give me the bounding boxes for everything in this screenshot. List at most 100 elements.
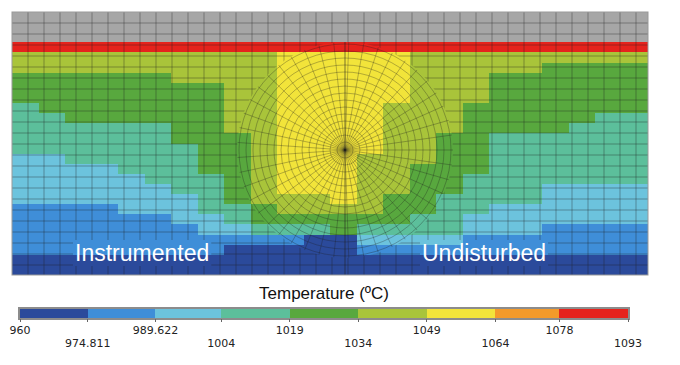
cell <box>622 174 649 185</box>
cell <box>330 214 357 225</box>
cell <box>622 133 649 144</box>
mesh-line <box>556 12 557 275</box>
mesh-spoke <box>291 150 345 244</box>
cell <box>39 235 66 246</box>
cell <box>171 83 198 94</box>
cell <box>198 12 225 23</box>
cell <box>489 12 516 23</box>
cell <box>622 22 649 33</box>
mesh-line <box>412 12 413 275</box>
cell <box>251 52 278 63</box>
cell <box>622 265 649 275</box>
cell <box>65 133 92 144</box>
cell <box>489 123 516 134</box>
cell <box>330 235 357 246</box>
cell <box>622 255 649 266</box>
cell <box>171 265 198 275</box>
cell <box>330 12 357 23</box>
cell <box>92 164 119 175</box>
cell <box>251 235 278 246</box>
cell <box>39 52 66 63</box>
cell <box>410 174 437 185</box>
cell <box>516 164 543 175</box>
cell <box>224 144 251 155</box>
cell <box>171 144 198 155</box>
cell <box>65 214 92 225</box>
cell <box>542 164 569 175</box>
cell <box>330 63 357 74</box>
cell <box>516 174 543 185</box>
cell <box>542 42 569 53</box>
cell <box>595 103 622 114</box>
cell <box>516 42 543 53</box>
cell <box>198 83 225 94</box>
cell <box>542 83 569 94</box>
cell <box>436 144 463 155</box>
cell <box>489 52 516 63</box>
cell <box>251 255 278 266</box>
cell <box>357 22 384 33</box>
cell <box>542 184 569 195</box>
mesh-spoke <box>345 135 452 150</box>
cell <box>65 174 92 185</box>
cell <box>489 144 516 155</box>
cell <box>542 133 569 144</box>
cell <box>12 103 39 114</box>
cell <box>436 194 463 205</box>
cell <box>171 174 198 185</box>
cell <box>39 255 66 266</box>
cell <box>12 235 39 246</box>
cell <box>489 22 516 33</box>
mesh-spoke <box>345 93 437 150</box>
cell <box>171 133 198 144</box>
cell <box>198 184 225 195</box>
mesh-line <box>220 12 221 275</box>
cell <box>542 22 569 33</box>
mesh-line <box>12 56 648 57</box>
cell <box>118 42 145 53</box>
cell <box>171 164 198 175</box>
cell <box>12 255 39 266</box>
cell <box>330 265 357 275</box>
cell <box>171 194 198 205</box>
cell <box>569 184 596 195</box>
cell <box>622 123 649 134</box>
cell <box>198 224 225 235</box>
annotation: Undisturbed <box>422 240 546 266</box>
cell <box>516 22 543 33</box>
cell <box>12 224 39 235</box>
cell <box>224 224 251 235</box>
cell <box>92 42 119 53</box>
cell <box>118 184 145 195</box>
cell <box>569 12 596 23</box>
mesh-line <box>12 111 648 112</box>
cell <box>145 12 172 23</box>
cell <box>330 22 357 33</box>
colorbar <box>19 308 629 322</box>
plot-frame <box>12 12 648 275</box>
cell <box>92 63 119 74</box>
cell <box>39 12 66 23</box>
cell <box>595 63 622 74</box>
mesh-spoke <box>345 150 428 219</box>
cell <box>595 144 622 155</box>
colorbar-frame <box>19 308 629 319</box>
cell <box>145 52 172 63</box>
cell <box>489 204 516 215</box>
cell <box>39 83 66 94</box>
cell <box>92 184 119 195</box>
cell <box>198 194 225 205</box>
cell <box>145 63 172 74</box>
cell <box>92 12 119 23</box>
cell <box>145 194 172 205</box>
cell <box>569 265 596 275</box>
cell <box>516 214 543 225</box>
cell <box>489 224 516 235</box>
cell <box>145 164 172 175</box>
mesh-spoke <box>345 150 449 180</box>
cell <box>198 42 225 53</box>
mesh-spoke <box>345 42 349 150</box>
cell <box>198 133 225 144</box>
cell <box>516 103 543 114</box>
colorbar-tick <box>426 319 427 322</box>
